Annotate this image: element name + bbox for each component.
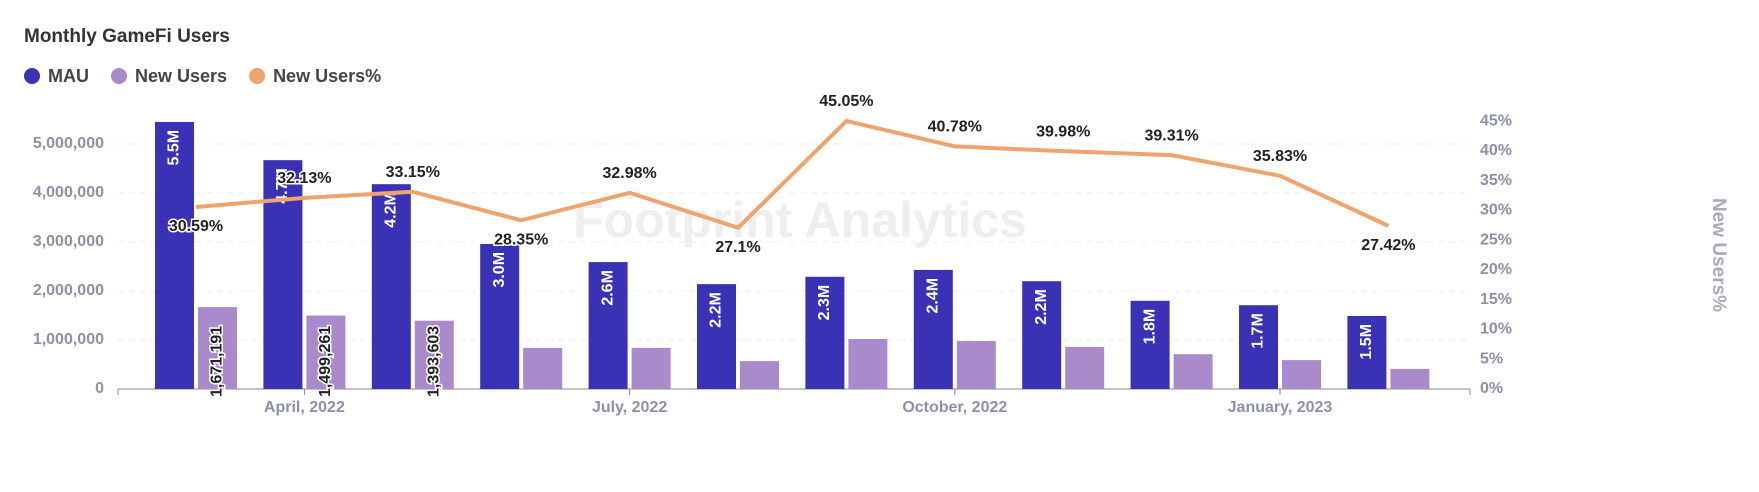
bar	[631, 347, 671, 389]
bar	[588, 262, 628, 389]
line-value-label: 32.13%	[277, 170, 331, 187]
y2-tick-label: 25%	[1480, 231, 1512, 248]
bar-value-label: 2.2M	[708, 292, 725, 328]
y2-tick-label: 15%	[1480, 291, 1512, 308]
bar-value-label: 1.5M	[1358, 324, 1375, 360]
bar-value-label: 1.7M	[1250, 313, 1267, 349]
bar-value-label: 2.3M	[816, 285, 833, 321]
y2-tick-label: 35%	[1480, 172, 1512, 189]
bar-value-label: 1,393,603	[426, 326, 443, 397]
bar	[805, 276, 845, 389]
bar	[1065, 346, 1105, 389]
y2-tick-label: 30%	[1480, 202, 1512, 219]
bar-value-label: 5.5M	[166, 130, 183, 166]
y2-tick-label: 0%	[1480, 380, 1503, 397]
bar	[198, 307, 237, 389]
line-value-label: 33.15%	[386, 164, 440, 181]
line-value-label: 30.59%	[169, 218, 223, 235]
bar	[480, 243, 520, 389]
bar	[956, 340, 996, 389]
y2-tick-label: 40%	[1480, 142, 1512, 159]
bar	[1022, 281, 1062, 389]
y2-tick-label: 20%	[1480, 261, 1512, 278]
line-value-label: 27.42%	[1361, 237, 1415, 254]
legend-label: New Users	[135, 66, 227, 86]
line-value-label: 45.05%	[819, 93, 873, 110]
legend-marker	[111, 68, 127, 84]
y2-axis-title: New Users%	[1708, 198, 1729, 312]
line	[195, 118, 1390, 230]
bar-value-label: 2.2M	[1033, 289, 1050, 325]
x-tick-label: January, 2023	[1228, 399, 1333, 416]
bar	[1390, 368, 1430, 389]
bar-value-label: 2.6M	[599, 270, 616, 306]
bar	[523, 347, 563, 389]
line-value-label: 32.98%	[602, 165, 656, 182]
bar-value-label: 2.4M	[925, 278, 942, 314]
y-tick-label: 5,000,000	[33, 135, 104, 152]
bar	[414, 320, 454, 389]
bar-value-label: 3.0M	[491, 252, 508, 288]
bar	[155, 121, 194, 389]
line-value-label: 39.31%	[1144, 127, 1198, 144]
chart-title: Monthly GameFi Users	[24, 26, 230, 47]
line-value-label: 40.78%	[928, 119, 982, 136]
bar	[848, 339, 888, 389]
bar	[371, 184, 411, 389]
bar-value-label: 1,499,261	[317, 326, 334, 397]
line-value-label: 27.1%	[715, 239, 760, 256]
bar	[913, 269, 953, 389]
legend-marker	[249, 68, 266, 84]
bar-value-label: 4.7M	[274, 168, 291, 204]
y-tick-label: 2,000,000	[33, 282, 104, 299]
y2-tick-label: 10%	[1480, 321, 1512, 338]
line-value-label: 35.83%	[1253, 148, 1307, 165]
bar	[697, 284, 736, 389]
bar	[1347, 315, 1387, 389]
y2-tick-label: 5%	[1480, 350, 1503, 367]
bar-value-label: 1,671,191	[209, 326, 226, 397]
legend-label: New Users%	[273, 66, 381, 86]
bar-value-label: 4.2M	[383, 192, 400, 228]
bar	[1282, 360, 1321, 389]
watermark: Footprint Analytics	[573, 192, 1027, 248]
bar	[1130, 300, 1170, 389]
y2-tick-label: 45%	[1480, 113, 1512, 130]
bar	[1239, 305, 1278, 389]
x-tick-label: April, 2022	[264, 399, 345, 416]
line-value-label: 39.98%	[1036, 123, 1090, 140]
x-tick-label: July, 2022	[592, 399, 667, 416]
legend-label: MAU	[48, 66, 89, 86]
y-tick-label: 0	[95, 380, 104, 397]
line-value-label: 28.35%	[494, 232, 548, 249]
bar-value-label: 1.8M	[1141, 309, 1158, 345]
y-tick-label: 3,000,000	[33, 233, 104, 250]
bar	[740, 361, 779, 389]
legend-marker	[24, 68, 40, 84]
x-tick-label: October, 2022	[902, 399, 1007, 416]
y-tick-label: 4,000,000	[33, 184, 104, 201]
bar	[306, 315, 346, 389]
y-tick-label: 1,000,000	[33, 331, 104, 348]
bar	[1173, 354, 1213, 389]
